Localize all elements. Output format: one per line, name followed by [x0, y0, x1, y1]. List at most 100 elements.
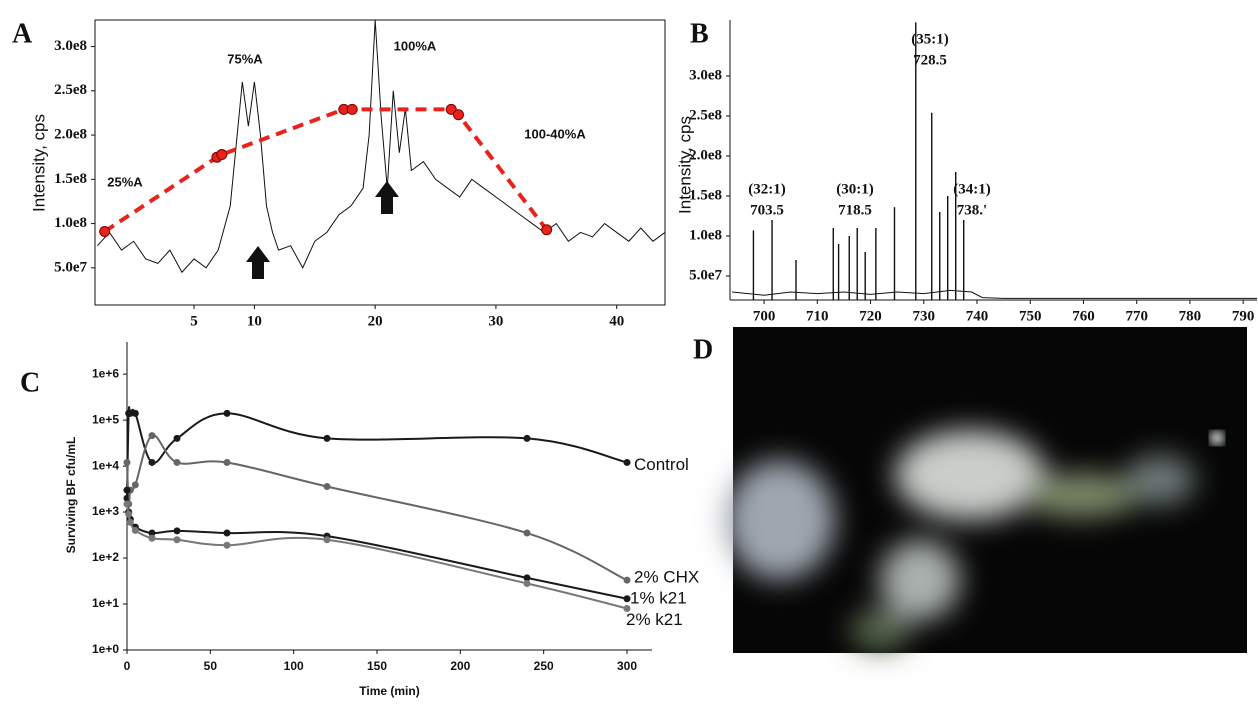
blob — [1125, 455, 1195, 505]
point — [346, 103, 358, 115]
annotation: 728.5 — [913, 52, 947, 68]
image-blobs — [725, 430, 1195, 650]
y-tick-label: 3.0e8 — [689, 67, 722, 83]
point — [126, 518, 134, 526]
point — [223, 409, 231, 417]
point — [148, 534, 156, 542]
annotation: 703.5 — [750, 202, 784, 218]
x-tick-label: 760 — [1072, 308, 1095, 324]
y-tick-label: 2.5e8 — [54, 82, 87, 98]
point — [445, 103, 457, 115]
point — [173, 527, 181, 535]
x-tick-label: 750 — [1019, 308, 1042, 324]
annotation: 100%A — [394, 38, 437, 53]
y-tick-label: 2.0e8 — [54, 126, 87, 142]
arrow — [375, 181, 399, 214]
x-tick-label: 40 — [609, 313, 624, 329]
point — [623, 604, 631, 612]
y-tick-label: 1e+5 — [92, 412, 119, 426]
series-line — [126, 434, 628, 582]
point — [123, 486, 131, 494]
annotation: (34:1) — [953, 181, 991, 197]
point — [523, 579, 531, 587]
x-tick-label: 780 — [1179, 308, 1202, 324]
y-tick-label: 1e+0 — [92, 642, 119, 656]
y-axis-label: Surviving BF cfu/mL — [64, 437, 78, 554]
point — [523, 529, 531, 537]
point — [623, 458, 631, 466]
annotation: 25%A — [107, 174, 143, 189]
x-tick-label: 740 — [966, 308, 989, 324]
point — [173, 458, 181, 466]
y-tick-label: 5.0e7 — [54, 259, 87, 275]
point — [173, 536, 181, 544]
point — [452, 109, 464, 121]
point — [148, 458, 156, 466]
point — [123, 500, 131, 508]
point — [131, 526, 139, 534]
y-tick-label: 1.5e8 — [689, 187, 722, 203]
y-tick-label: 1e+3 — [92, 504, 119, 518]
blob — [725, 460, 835, 580]
y-tick-label: 1.5e8 — [54, 171, 87, 187]
x-tick-label: 5 — [190, 313, 198, 329]
y-tick-label: 1.0e8 — [54, 215, 87, 231]
x-tick-label: 0 — [124, 659, 131, 673]
x-tick-label: 720 — [859, 308, 882, 324]
y-tick-label: 2.5e8 — [689, 107, 722, 123]
panel-label: B — [690, 18, 709, 49]
x-tick-label: 20 — [368, 313, 383, 329]
x-tick-label: 50 — [204, 659, 218, 673]
blob — [880, 540, 960, 620]
panel-label: A — [12, 18, 33, 49]
annotation: (32:1) — [748, 181, 786, 197]
point — [323, 482, 331, 490]
y-axis-label: Intensity, cps — [675, 116, 694, 214]
point — [131, 481, 139, 489]
series-line — [126, 503, 628, 610]
x-tick-label: 100 — [284, 659, 304, 673]
point — [523, 574, 531, 582]
point — [148, 529, 156, 537]
series-line — [103, 107, 549, 234]
point — [323, 536, 331, 544]
y-tick-label: 3.0e8 — [54, 38, 87, 54]
point — [216, 149, 228, 161]
point — [623, 576, 631, 584]
point — [523, 434, 531, 442]
series-label: 2% k21 — [626, 610, 683, 629]
y-tick-label: 1e+6 — [92, 366, 119, 380]
point — [123, 458, 131, 466]
annotation: (30:1) — [836, 181, 874, 197]
y-tick-label: 2.0e8 — [689, 147, 722, 163]
x-tick-label: 730 — [913, 308, 936, 324]
series-label: Control — [634, 455, 689, 474]
y-tick-label: 1e+2 — [92, 550, 119, 564]
annotation: 100-40%A — [524, 126, 586, 141]
blob — [895, 430, 1045, 520]
baseline — [732, 289, 1257, 299]
x-tick-label: 790 — [1232, 308, 1255, 324]
point — [125, 510, 133, 518]
blob — [850, 610, 910, 650]
micrograph — [725, 327, 1247, 653]
series-line — [126, 406, 628, 499]
point — [541, 224, 553, 236]
frame-a — [94, 19, 666, 306]
annotation: 738.' — [957, 202, 987, 218]
arrow — [246, 246, 270, 279]
y-tick-label: 5.0e7 — [689, 267, 722, 283]
x-tick-label: 700 — [753, 308, 776, 324]
point — [323, 434, 331, 442]
y-tick-label: 1e+1 — [92, 596, 119, 610]
panel-label: C — [20, 367, 40, 398]
annotation: (35:1) — [911, 31, 949, 47]
x-tick-label: 710 — [806, 308, 829, 324]
point — [223, 541, 231, 549]
x-tick-label: 10 — [247, 313, 262, 329]
y-axis-label: Intensity, cps — [29, 114, 48, 212]
x-tick-label: 250 — [534, 659, 554, 673]
point — [223, 529, 231, 537]
